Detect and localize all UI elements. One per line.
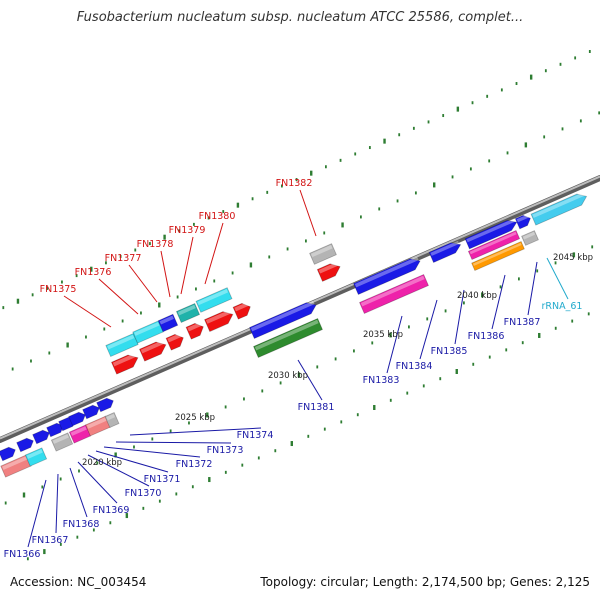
gene-feature[interactable] [309,243,337,265]
gene-label[interactable]: FN1372 [176,459,213,470]
leader-line [386,315,403,374]
leader-line [180,236,194,295]
gene-feature[interactable] [530,191,589,226]
leader-line [546,257,569,300]
leader-line [63,295,112,328]
leader-line [204,222,224,285]
gene-feature[interactable] [16,436,36,453]
leader-line [527,261,538,316]
ruler-label: 2030 kbp [268,371,308,381]
gene-label[interactable]: FN1386 [468,331,505,342]
ruler-label: 2035 kbp [363,330,403,340]
gene-feature[interactable] [165,332,186,351]
leader-line [55,473,59,534]
leader-line [299,189,317,237]
accession-text: Accession: NC_003454 [10,575,147,589]
gene-feature[interactable] [0,454,32,478]
gene-feature[interactable] [132,320,164,344]
gene-feature[interactable] [24,447,48,467]
leader-line [103,446,201,458]
gene-feature[interactable] [175,302,201,324]
ruler-label: 2020 kbp [82,458,122,468]
gene-feature[interactable] [232,301,253,320]
tick-layer [2,50,600,561]
leader-lines [27,189,569,548]
leader-line [454,289,465,345]
gene-feature[interactable] [50,432,74,452]
leader-line [129,427,262,436]
leader-line [95,450,169,473]
leader-line [115,441,232,444]
leader-line [98,278,139,315]
gene-feature[interactable] [204,308,236,333]
gene-label[interactable]: FN1367 [32,535,69,546]
gene-label[interactable]: FN1380 [199,211,236,222]
gene-label[interactable]: FN1383 [363,375,400,386]
gene-feature[interactable] [157,313,179,333]
gene-feature[interactable] [105,332,139,358]
ruler-label: 2045 kbp [553,253,593,263]
leader-line [128,264,158,303]
gene-feature[interactable] [68,410,88,427]
gene-label[interactable]: FN1379 [169,225,206,236]
leader-line [27,479,47,548]
ruler-labels: 2020 kbp 2025 kbp 2030 kbp 2035 kbp 2040 kbp… [82,253,593,468]
feature-layer[interactable] [0,191,589,478]
gene-label[interactable]: FN1370 [125,488,162,499]
leader-line [69,467,88,518]
gene-label[interactable]: FN1375 [40,284,77,295]
gene-label[interactable]: FN1382 [276,178,313,189]
map-title: Fusobacterium nucleatum subsp. nucleatum… [76,10,524,25]
leader-line [297,359,323,401]
leader-line [419,299,438,360]
gene-feature[interactable] [96,396,116,413]
gene-label[interactable]: FN1377 [105,253,142,264]
gene-labels[interactable]: FN1375 FN1376 FN1377 FN1378 FN1379 FN1380 FN13… [4,178,583,560]
gene-label[interactable]: FN1376 [75,267,112,278]
ruler-label: 2040 kbp [457,291,497,301]
gene-label[interactable]: FN1381 [298,402,335,413]
gene-feature[interactable] [248,299,319,340]
gene-feature[interactable] [316,261,342,282]
gene-feature[interactable] [0,445,17,462]
gene-feature[interactable] [195,287,233,313]
leader-line [491,274,506,330]
gene-feature[interactable] [104,411,120,429]
gene-feature[interactable] [82,403,102,420]
gene-label[interactable]: FN1369 [93,505,130,516]
leader-line [87,454,150,487]
gene-label[interactable]: FN1366 [4,549,41,560]
gene-label[interactable]: rRNA_61 [542,301,583,312]
gene-feature[interactable] [471,241,525,271]
gene-label[interactable]: FN1387 [504,317,541,328]
gene-feature[interactable] [32,428,52,445]
gene-feature[interactable] [358,273,430,315]
gene-feature[interactable] [428,240,463,263]
gene-feature[interactable] [467,229,521,261]
topology-text: Topology: circular; Length: 2,174,500 bp… [260,575,590,589]
gene-feature[interactable] [252,317,324,359]
gene-label[interactable]: FN1373 [207,445,244,456]
gene-feature[interactable] [464,217,519,250]
leader-line [77,461,118,504]
ruler-label: 2025 kbp [175,413,215,423]
gene-feature[interactable] [352,255,423,296]
leader-line [160,250,171,298]
gene-feature[interactable] [514,213,532,230]
gene-feature[interactable] [185,321,206,340]
gene-label[interactable]: FN1385 [431,346,468,357]
gene-feature[interactable] [138,339,168,362]
gene-label[interactable]: FN1368 [63,519,100,530]
gene-feature[interactable] [110,352,140,375]
gene-label[interactable]: FN1384 [396,361,433,372]
gene-label[interactable]: FN1371 [144,474,181,485]
gene-label[interactable]: FN1374 [237,430,274,441]
gene-feature[interactable] [521,230,539,246]
gene-label[interactable]: FN1378 [137,239,174,250]
